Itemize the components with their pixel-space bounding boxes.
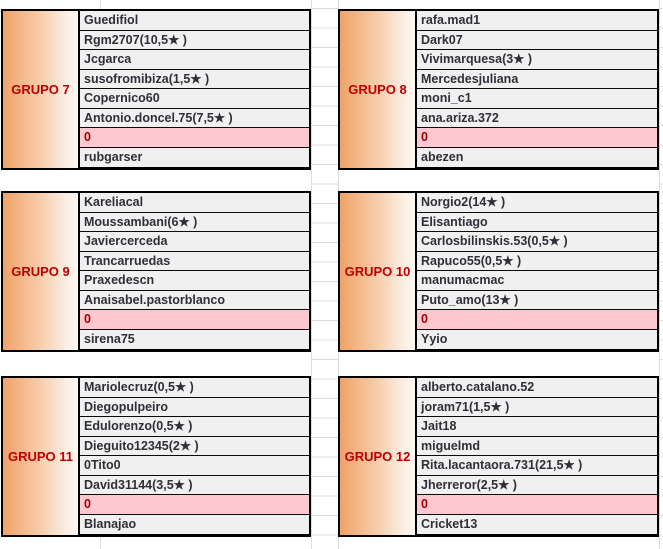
- member-cell[interactable]: moni_c1: [417, 89, 657, 109]
- group-7-members: Guedifiol Rgm2707(10,5★ ) Jcgarca susofr…: [80, 11, 309, 168]
- member-cell[interactable]: 0Tito0: [80, 456, 309, 476]
- member-cell[interactable]: Javiercerceda: [80, 232, 309, 252]
- member-cell[interactable]: alberto.catalano.52: [417, 378, 657, 398]
- group-label: GRUPO 9: [11, 264, 70, 279]
- group-10-members: Norgio2(14★ ) Elisantiago Carlosbilinski…: [417, 193, 657, 350]
- group-11-label-cell[interactable]: GRUPO 11: [3, 378, 80, 535]
- group-label: GRUPO 7: [11, 82, 70, 97]
- member-cell[interactable]: Trancarruedas: [80, 251, 309, 271]
- member-cell[interactable]: Carlosbilinskis.53(0,5★ ): [417, 232, 657, 252]
- group-12-label-cell[interactable]: GRUPO 12: [340, 378, 417, 535]
- member-cell[interactable]: rafa.mad1: [417, 11, 657, 31]
- sheet-gridlines-right-margin: [659, 0, 663, 549]
- zero-cell[interactable]: 0: [80, 495, 309, 515]
- member-cell[interactable]: susofromibiza(1,5★ ): [80, 69, 309, 89]
- member-cell[interactable]: Rgm2707(10,5★ ): [80, 30, 309, 50]
- member-cell[interactable]: manumacmac: [417, 271, 657, 291]
- member-cell[interactable]: Blanajao: [80, 514, 309, 534]
- member-cell[interactable]: Edulorenzo(0,5★ ): [80, 417, 309, 437]
- member-cell[interactable]: Jherreror(2,5★ ): [417, 475, 657, 495]
- member-cell[interactable]: rubgarser: [80, 147, 309, 167]
- group-12-members: alberto.catalano.52 joram71(1,5★ ) Jait1…: [417, 378, 657, 535]
- group-11-members: Mariolecruz(0,5★ ) Diegopulpeiro Edulore…: [80, 378, 309, 535]
- member-cell[interactable]: Puto_amo(13★ ): [417, 290, 657, 310]
- member-cell[interactable]: Cricket13: [417, 514, 657, 534]
- member-cell[interactable]: Mariolecruz(0,5★ ): [80, 378, 309, 398]
- sheet-gridline-bottom: [100, 537, 101, 549]
- member-cell[interactable]: abezen: [417, 147, 657, 167]
- member-cell[interactable]: Elisantiago: [417, 212, 657, 232]
- member-cell[interactable]: joram71(1,5★ ): [417, 397, 657, 417]
- zero-cell[interactable]: 0: [417, 495, 657, 515]
- group-8-table: GRUPO 8 rafa.mad1 Dark07 Vivimarquesa(3★…: [338, 9, 659, 170]
- group-11-table: GRUPO 11 Mariolecruz(0,5★ ) Diegopulpeir…: [1, 376, 311, 537]
- zero-cell[interactable]: 0: [80, 128, 309, 148]
- member-cell[interactable]: sirena75: [80, 329, 309, 349]
- group-label: GRUPO 8: [348, 82, 407, 97]
- member-cell[interactable]: Jcgarca: [80, 50, 309, 70]
- member-cell[interactable]: Guedifiol: [80, 11, 309, 31]
- member-cell[interactable]: Norgio2(14★ ): [417, 193, 657, 213]
- member-cell[interactable]: Vivimarquesa(3★ ): [417, 50, 657, 70]
- sheet-gridline-top: [100, 0, 101, 9]
- member-cell[interactable]: Anaisabel.pastorblanco: [80, 290, 309, 310]
- member-cell[interactable]: Rita.lacantaora.731(21,5★ ): [417, 456, 657, 476]
- member-cell[interactable]: Dark07: [417, 30, 657, 50]
- member-cell[interactable]: Rapuco55(0,5★ ): [417, 251, 657, 271]
- group-12-table: GRUPO 12 alberto.catalano.52 joram71(1,5…: [338, 376, 659, 537]
- group-label: GRUPO 12: [344, 449, 411, 464]
- group-10-table: GRUPO 10 Norgio2(14★ ) Elisantiago Carlo…: [338, 191, 659, 352]
- group-9-label-cell[interactable]: GRUPO 9: [3, 193, 80, 350]
- member-cell[interactable]: Diegopulpeiro: [80, 397, 309, 417]
- member-cell[interactable]: Moussambani(6★ ): [80, 212, 309, 232]
- member-cell[interactable]: David31144(3,5★ ): [80, 475, 309, 495]
- group-8-label-cell[interactable]: GRUPO 8: [340, 11, 417, 168]
- member-cell[interactable]: Yyio: [417, 329, 657, 349]
- group-label: GRUPO 10: [344, 264, 411, 279]
- zero-cell[interactable]: 0: [417, 128, 657, 148]
- member-cell[interactable]: Jait18: [417, 417, 657, 437]
- member-cell[interactable]: Antonio.doncel.75(7,5★ ): [80, 108, 309, 128]
- group-9-table: GRUPO 9 Kareliacal Moussambani(6★ ) Javi…: [1, 191, 311, 352]
- member-cell[interactable]: Copernico60: [80, 89, 309, 109]
- group-9-members: Kareliacal Moussambani(6★ ) Javiercerced…: [80, 193, 309, 350]
- group-label: GRUPO 11: [7, 449, 74, 464]
- zero-cell[interactable]: 0: [417, 310, 657, 330]
- member-cell[interactable]: Dieguito12345(2★ ): [80, 436, 309, 456]
- zero-cell[interactable]: 0: [80, 310, 309, 330]
- member-cell[interactable]: Mercedesjuliana: [417, 69, 657, 89]
- group-7-label-cell[interactable]: GRUPO 7: [3, 11, 80, 168]
- member-cell[interactable]: Praxedescn: [80, 271, 309, 291]
- member-cell[interactable]: Kareliacal: [80, 193, 309, 213]
- group-8-members: rafa.mad1 Dark07 Vivimarquesa(3★ ) Merce…: [417, 11, 657, 168]
- group-10-label-cell[interactable]: GRUPO 10: [340, 193, 417, 350]
- sheet-gridlines-gutter: [311, 0, 339, 549]
- group-7-table: GRUPO 7 Guedifiol Rgm2707(10,5★ ) Jcgarc…: [1, 9, 311, 170]
- member-cell[interactable]: miguelmd: [417, 436, 657, 456]
- member-cell[interactable]: ana.ariza.372: [417, 108, 657, 128]
